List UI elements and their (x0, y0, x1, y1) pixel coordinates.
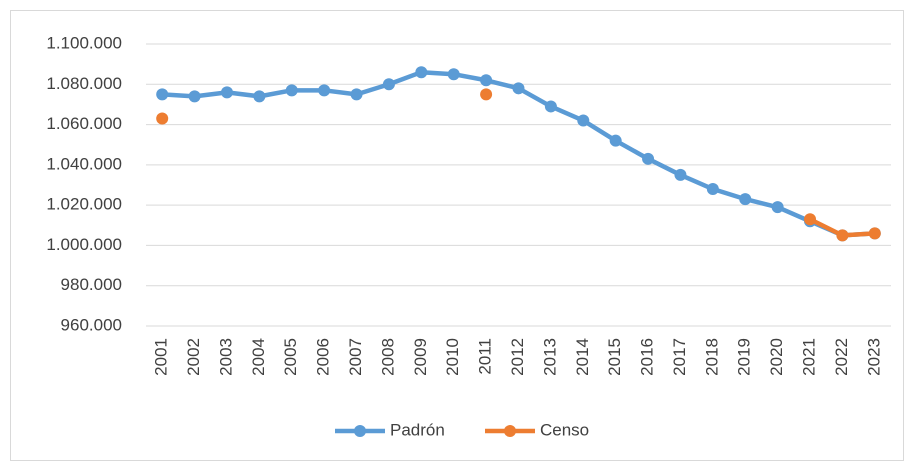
x-tick-label: 2005 (281, 338, 300, 376)
marker (771, 201, 784, 214)
x-tick-label: 2020 (767, 338, 786, 376)
x-tick-label: 2011 (476, 338, 495, 375)
y-tick-label: 1.000.000 (46, 235, 122, 254)
marker (318, 84, 331, 97)
marker (577, 114, 590, 127)
marker (447, 68, 460, 81)
marker (706, 183, 719, 196)
chart-frame (10, 10, 904, 461)
x-tick-label: 2012 (508, 338, 527, 376)
y-tick-label: 1.080.000 (46, 74, 122, 93)
x-tick-label: 2003 (216, 338, 235, 376)
marker (350, 88, 363, 101)
y-tick-label: 1.100.000 (46, 33, 122, 52)
marker (544, 100, 557, 113)
x-tick-label: 2015 (605, 338, 624, 376)
legend-label: Padrón (390, 420, 445, 439)
marker (415, 66, 428, 79)
x-tick-label: 2022 (832, 338, 851, 376)
x-tick-label: 2013 (540, 338, 559, 376)
y-tick-label: 1.040.000 (46, 154, 122, 173)
marker (642, 152, 655, 165)
legend-marker (504, 425, 516, 437)
marker (156, 88, 169, 101)
x-tick-label: 2023 (864, 338, 883, 376)
marker (836, 229, 849, 242)
marker (285, 84, 298, 97)
x-tick-label: 2016 (638, 338, 657, 376)
legend-label: Censo (540, 420, 589, 439)
y-tick-label: 1.060.000 (46, 114, 122, 133)
marker (512, 82, 525, 95)
x-tick-label: 2021 (800, 338, 819, 376)
marker (480, 88, 493, 101)
marker (156, 112, 169, 125)
x-tick-label: 2004 (249, 338, 268, 376)
x-tick-label: 2001 (152, 338, 171, 376)
x-tick-label: 2006 (314, 338, 333, 376)
y-tick-label: 1.020.000 (46, 195, 122, 214)
x-tick-label: 2010 (443, 338, 462, 376)
marker (188, 90, 201, 103)
x-tick-label: 2002 (184, 338, 203, 376)
x-tick-label: 2014 (573, 338, 592, 376)
legend-marker (354, 425, 366, 437)
marker (253, 90, 266, 103)
x-tick-label: 2019 (735, 338, 754, 376)
marker (220, 86, 233, 99)
marker (480, 74, 493, 87)
marker (674, 168, 687, 181)
marker (739, 193, 752, 206)
marker (609, 134, 622, 147)
x-tick-label: 2007 (346, 338, 365, 376)
x-tick-label: 2008 (378, 338, 397, 376)
y-tick-label: 960.000 (61, 315, 122, 334)
x-tick-label: 2017 (670, 338, 689, 376)
y-tick-label: 980.000 (61, 275, 122, 294)
marker (382, 78, 395, 91)
x-tick-label: 2009 (411, 338, 430, 376)
marker (804, 213, 817, 226)
x-tick-label: 2018 (702, 338, 721, 376)
marker (868, 227, 881, 240)
